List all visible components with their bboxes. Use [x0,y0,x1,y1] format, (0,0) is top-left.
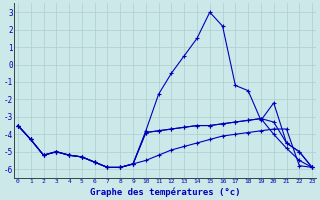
X-axis label: Graphe des températures (°c): Graphe des températures (°c) [90,187,240,197]
